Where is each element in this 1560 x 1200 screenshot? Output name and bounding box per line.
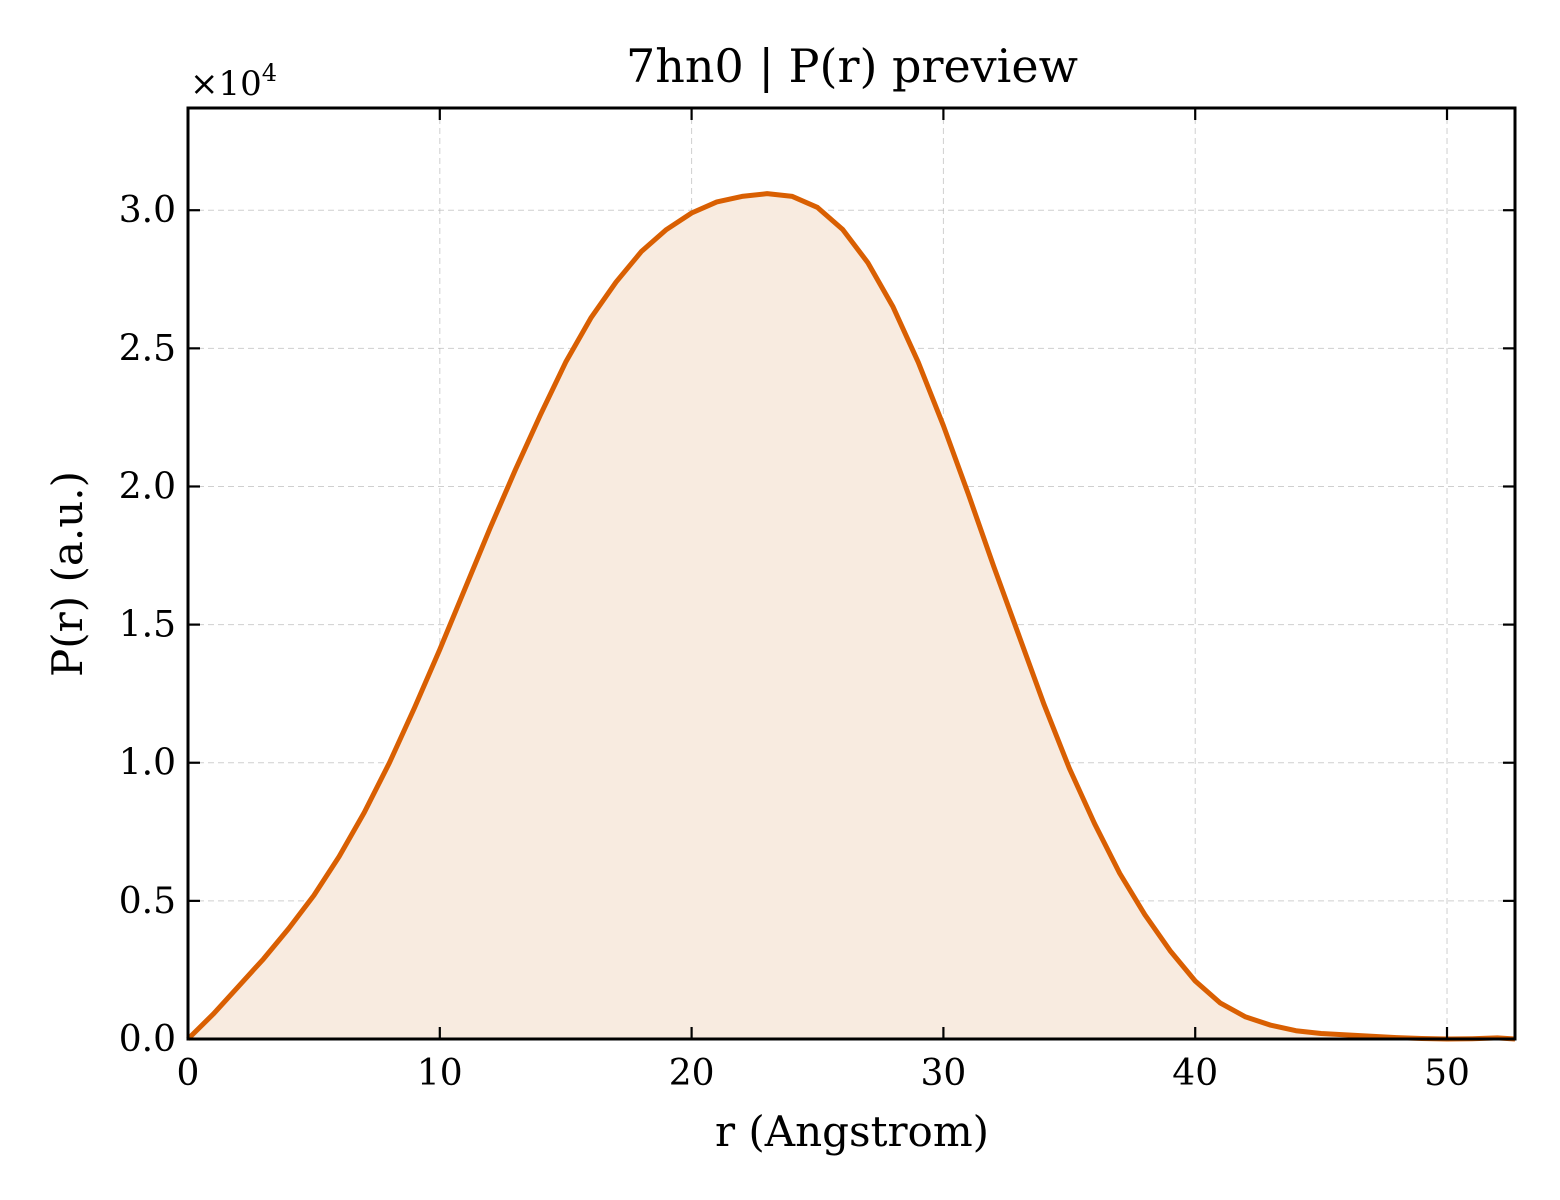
area-fill <box>188 193 1515 1039</box>
y-tick-label: 1.5 <box>119 605 176 646</box>
x-tick-label: 20 <box>669 1053 715 1094</box>
y-tick-label: 0.5 <box>119 881 176 922</box>
plot-frame <box>186 106 1517 1041</box>
y-offset-label: ×104 <box>190 59 277 104</box>
y-tick-label: 3.0 <box>119 190 176 231</box>
y-tick-label: 0.0 <box>119 1019 176 1060</box>
x-tick-label: 10 <box>417 1053 463 1094</box>
x-tick-label: 40 <box>1172 1053 1218 1094</box>
y-tick-label: 1.0 <box>119 743 176 784</box>
y-axis-label: P(r) (a.u.) <box>43 471 92 677</box>
y-offset-exponent: 4 <box>262 59 277 87</box>
x-tick-label: 30 <box>921 1053 967 1094</box>
x-tick-label: 50 <box>1424 1053 1470 1094</box>
tick-layer: 0 10 20 30 40 50 0.0 0.5 1.0 1.5 2.0 2.5 3.0 <box>119 108 1515 1094</box>
x-tick-label: 0 <box>177 1053 200 1094</box>
y-tick-label: 2.5 <box>119 328 176 369</box>
x-axis-label: r (Angstrom) <box>715 1107 989 1156</box>
y-offset-base: ×10 <box>190 64 262 104</box>
series-line <box>186 191 1516 1042</box>
y-tick-label: 2.0 <box>119 466 176 507</box>
chart-title: 7hn0 | P(r) preview <box>626 39 1078 93</box>
